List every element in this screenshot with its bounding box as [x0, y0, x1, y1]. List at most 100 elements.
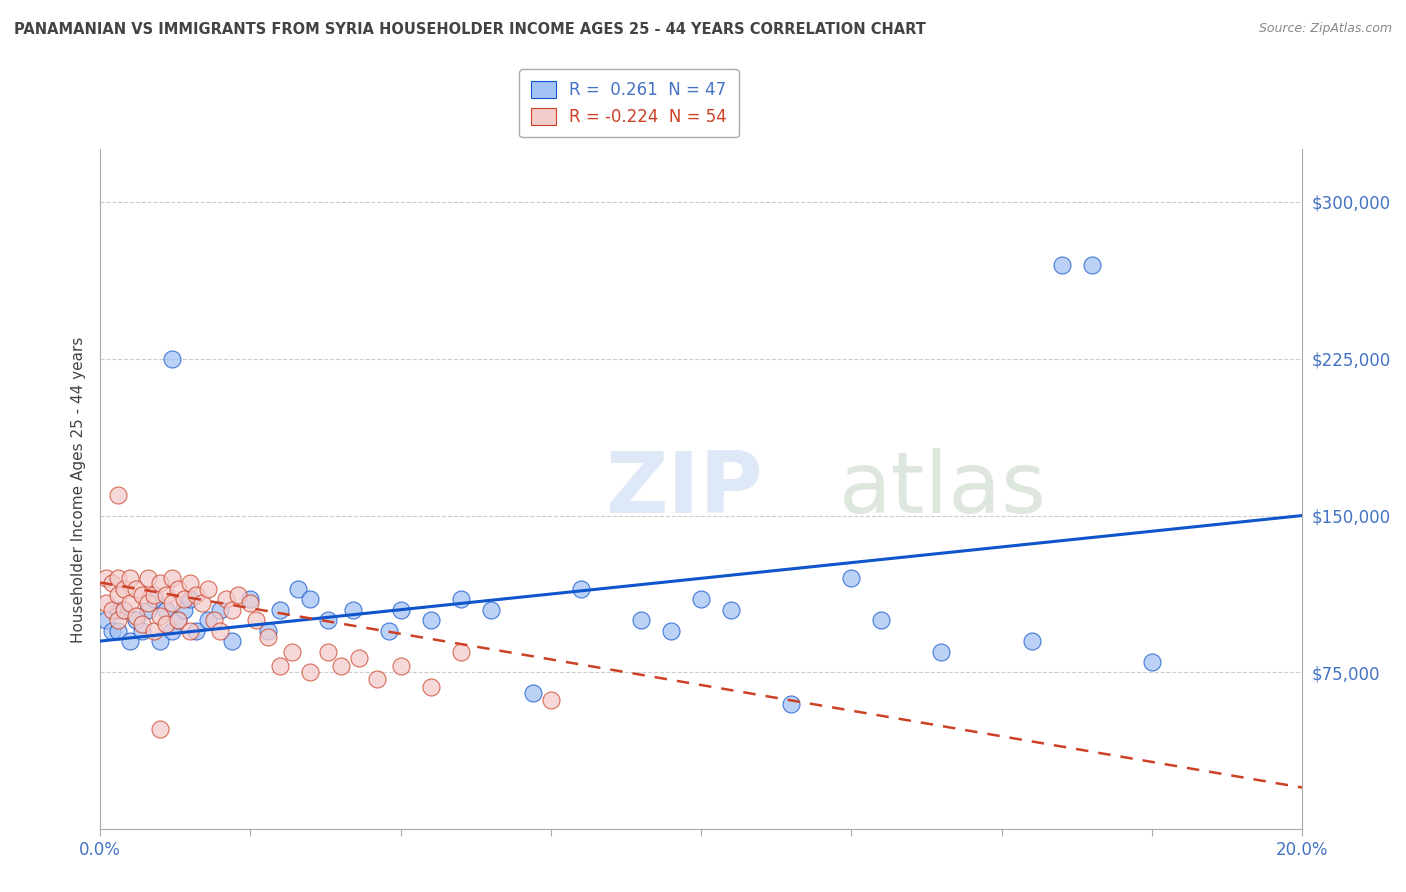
- Point: [155, 617, 177, 632]
- Point: [136, 603, 159, 617]
- Point: [112, 603, 135, 617]
- Point: [94, 571, 117, 585]
- Point: [1050, 258, 1073, 272]
- Point: [221, 603, 243, 617]
- Point: [197, 613, 219, 627]
- Point: [209, 603, 232, 617]
- Point: [125, 613, 148, 627]
- Point: [112, 603, 135, 617]
- Point: [329, 659, 352, 673]
- Point: [318, 644, 340, 658]
- Point: [931, 644, 953, 658]
- Point: [269, 603, 291, 617]
- Point: [107, 488, 129, 502]
- Point: [155, 588, 177, 602]
- Point: [287, 582, 309, 596]
- Point: [167, 613, 190, 627]
- Point: [215, 592, 238, 607]
- Point: [540, 692, 562, 706]
- Point: [120, 596, 142, 610]
- Point: [186, 624, 208, 638]
- Point: [120, 634, 142, 648]
- Point: [780, 697, 803, 711]
- Point: [143, 588, 166, 602]
- Point: [366, 672, 388, 686]
- Point: [149, 722, 172, 736]
- Point: [342, 603, 364, 617]
- Point: [101, 575, 124, 590]
- Text: ZIP: ZIP: [605, 448, 762, 531]
- Point: [136, 596, 159, 610]
- Point: [101, 624, 124, 638]
- Point: [377, 624, 399, 638]
- Point: [173, 592, 195, 607]
- Point: [870, 613, 893, 627]
- Point: [162, 571, 184, 585]
- Point: [630, 613, 652, 627]
- Point: [569, 582, 592, 596]
- Text: PANAMANIAN VS IMMIGRANTS FROM SYRIA HOUSEHOLDER INCOME AGES 25 - 44 YEARS CORREL: PANAMANIAN VS IMMIGRANTS FROM SYRIA HOUS…: [14, 22, 927, 37]
- Point: [131, 624, 153, 638]
- Point: [101, 603, 124, 617]
- Point: [450, 592, 472, 607]
- Point: [221, 634, 243, 648]
- Point: [155, 603, 177, 617]
- Point: [269, 659, 291, 673]
- Point: [94, 613, 117, 627]
- Point: [162, 624, 184, 638]
- Point: [281, 644, 304, 658]
- Point: [318, 613, 340, 627]
- Point: [659, 624, 682, 638]
- Point: [1080, 258, 1102, 272]
- Point: [522, 686, 544, 700]
- Point: [112, 582, 135, 596]
- Point: [136, 571, 159, 585]
- Point: [131, 588, 153, 602]
- Point: [149, 609, 172, 624]
- Point: [131, 617, 153, 632]
- Point: [149, 634, 172, 648]
- Legend: R =  0.261  N = 47, R = -0.224  N = 54: R = 0.261 N = 47, R = -0.224 N = 54: [519, 70, 738, 137]
- Point: [107, 603, 129, 617]
- Point: [720, 603, 742, 617]
- Point: [149, 575, 172, 590]
- Point: [209, 624, 232, 638]
- Point: [419, 613, 441, 627]
- Point: [299, 665, 322, 680]
- Point: [125, 609, 148, 624]
- Point: [202, 613, 225, 627]
- Point: [107, 571, 129, 585]
- Point: [1021, 634, 1043, 648]
- Point: [162, 596, 184, 610]
- Point: [179, 575, 201, 590]
- Point: [245, 613, 267, 627]
- Point: [347, 650, 370, 665]
- Point: [107, 624, 129, 638]
- Point: [162, 351, 184, 366]
- Point: [120, 571, 142, 585]
- Point: [839, 571, 862, 585]
- Point: [239, 596, 262, 610]
- Point: [1140, 655, 1163, 669]
- Point: [107, 613, 129, 627]
- Point: [228, 588, 250, 602]
- Point: [419, 680, 441, 694]
- Point: [125, 582, 148, 596]
- Text: atlas: atlas: [839, 448, 1047, 531]
- Point: [167, 613, 190, 627]
- Point: [179, 592, 201, 607]
- Point: [257, 624, 280, 638]
- Point: [450, 644, 472, 658]
- Point: [389, 659, 412, 673]
- Point: [143, 624, 166, 638]
- Point: [167, 582, 190, 596]
- Point: [143, 592, 166, 607]
- Text: Source: ZipAtlas.com: Source: ZipAtlas.com: [1258, 22, 1392, 36]
- Point: [179, 624, 201, 638]
- Point: [299, 592, 322, 607]
- Y-axis label: Householder Income Ages 25 - 44 years: Householder Income Ages 25 - 44 years: [72, 336, 86, 642]
- Point: [191, 596, 214, 610]
- Point: [197, 582, 219, 596]
- Point: [94, 596, 117, 610]
- Point: [257, 630, 280, 644]
